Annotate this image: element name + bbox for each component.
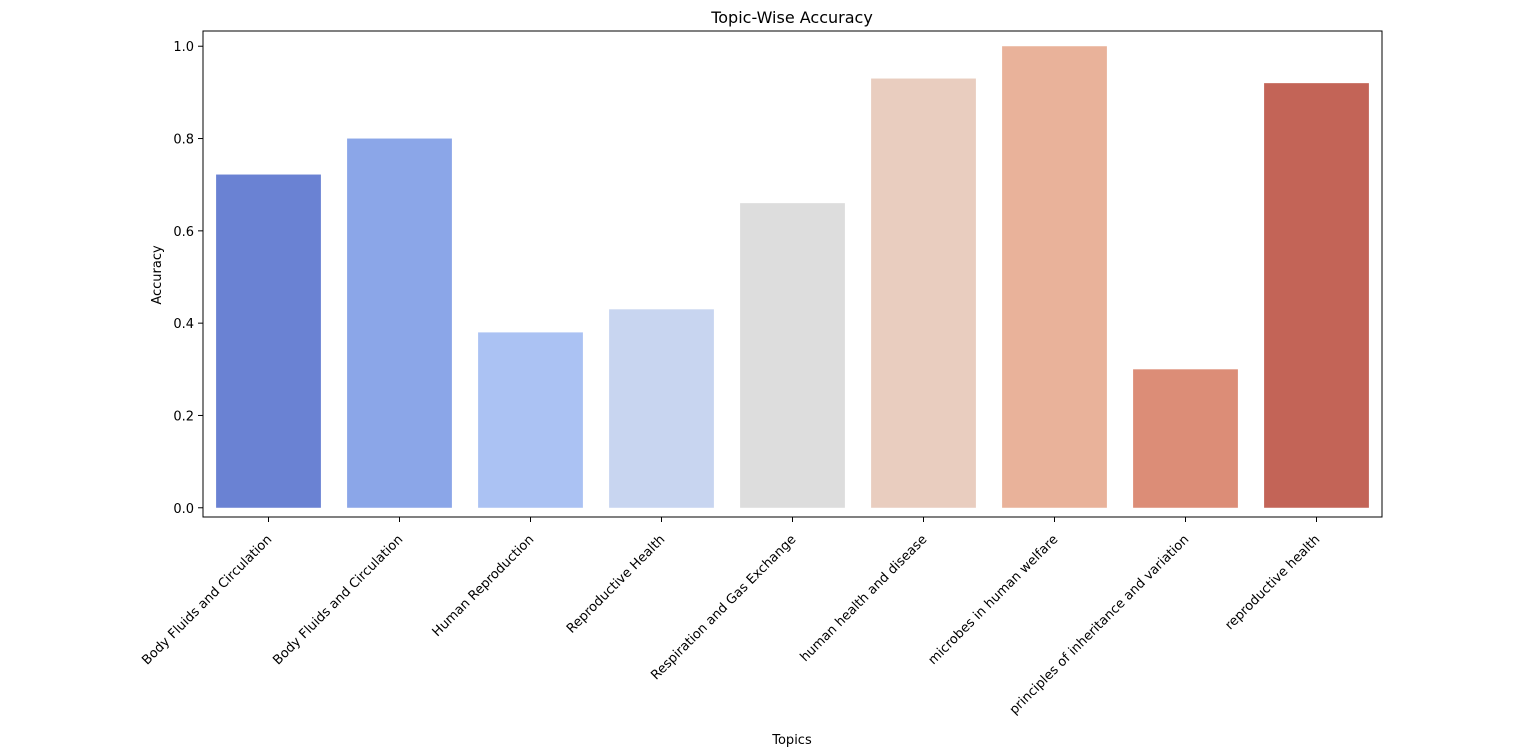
bar xyxy=(1133,369,1238,508)
chart-title: Topic-Wise Accuracy xyxy=(710,8,873,27)
y-tick-label: 0.4 xyxy=(173,317,194,332)
x-axis-label: Topics xyxy=(771,733,812,748)
y-tick-label: 0.2 xyxy=(173,409,194,424)
x-tick-label: Respiration and Gas Exchange xyxy=(648,532,799,683)
x-tick-label: microbes in human welfare xyxy=(926,532,1062,668)
y-tick-label: 0.0 xyxy=(173,502,194,517)
plot-frame xyxy=(202,30,1383,518)
bar xyxy=(871,78,976,508)
bar xyxy=(1002,46,1107,508)
x-tick-label: human health and disease xyxy=(798,532,931,665)
bar xyxy=(347,138,452,508)
bar xyxy=(740,203,845,508)
y-axis-label: Accuracy xyxy=(150,245,165,305)
bar xyxy=(216,174,321,508)
x-tick-label: Body Fluids and Circulation xyxy=(139,532,275,668)
x-tick-label: Reproductive Health xyxy=(564,532,668,636)
y-axis: 0.0 0.2 0.4 0.6 0.8 1.0 xyxy=(173,40,203,517)
bar xyxy=(609,309,714,508)
bar xyxy=(478,332,583,508)
y-tick-label: 0.6 xyxy=(173,225,194,240)
y-tick-label: 0.8 xyxy=(173,133,194,148)
x-tick-label: reproductive health xyxy=(1222,532,1323,633)
bar xyxy=(1264,83,1369,508)
bars-group xyxy=(216,46,1369,508)
y-tick-label: 1.0 xyxy=(173,40,194,55)
x-tick-label: Human Reproduction xyxy=(430,532,538,640)
x-tick-label: Body Fluids and Circulation xyxy=(270,532,406,668)
